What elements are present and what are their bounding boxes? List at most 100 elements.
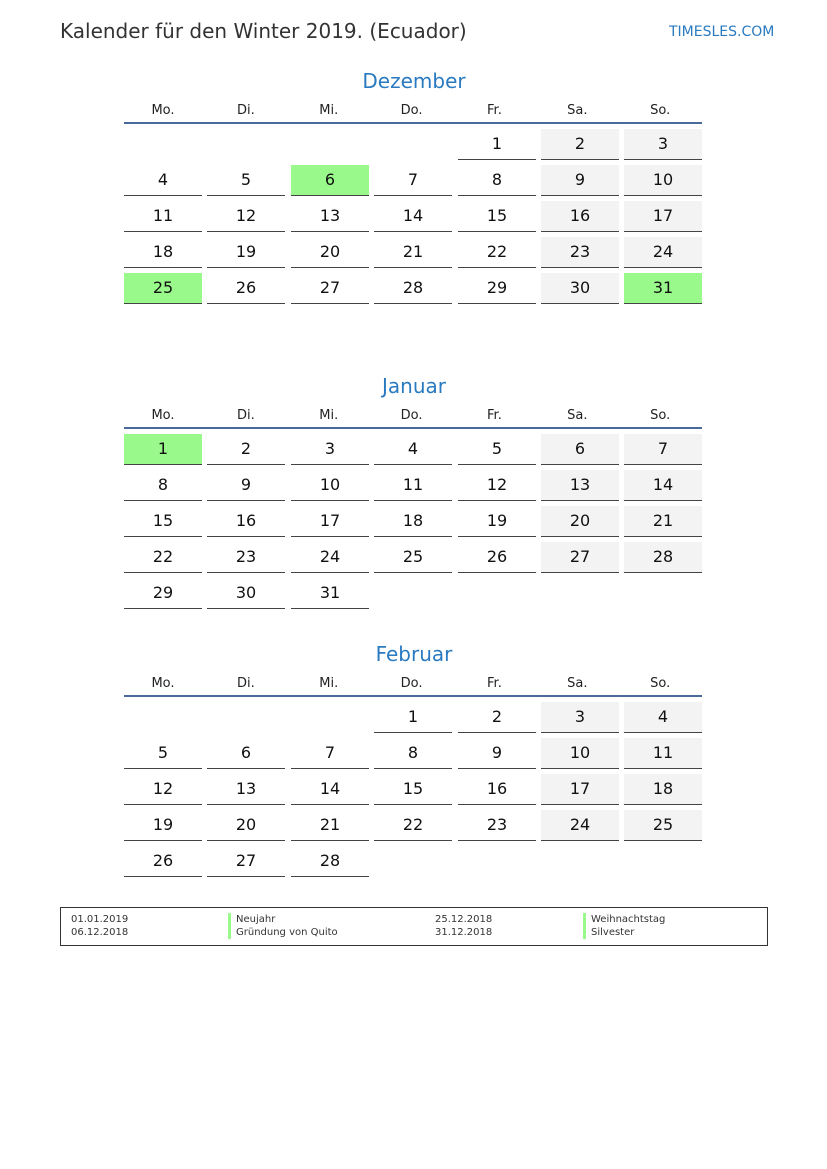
day-cell[interactable]: 4 [374, 434, 452, 465]
day-cell[interactable]: 5 [207, 165, 285, 196]
day-cell[interactable]: 16 [207, 506, 285, 537]
header-divider [124, 122, 702, 124]
day-cell[interactable]: 8 [374, 738, 452, 769]
day-cell[interactable]: 24 [541, 810, 619, 841]
day-cell[interactable]: 25 [124, 273, 202, 304]
day-cell[interactable]: 9 [207, 470, 285, 501]
month-januar: Januar Mo. Di. Mi. Do. Fr. Sa. So. 1 2 3 4 5 6 7 8 9 10 11… [124, 372, 704, 614]
day-cell[interactable]: 19 [207, 237, 285, 268]
day-cell[interactable]: 26 [458, 542, 536, 573]
day-cell[interactable]: 30 [541, 273, 619, 304]
brand-link[interactable]: TIMESLES.COM [669, 24, 775, 40]
day-cell[interactable]: 22 [124, 542, 202, 573]
day-cell[interactable]: 11 [624, 738, 702, 769]
day-cell[interactable]: 2 [207, 434, 285, 465]
day-cell[interactable]: 15 [374, 774, 452, 805]
day-cell[interactable]: 1 [458, 129, 536, 160]
day-cell[interactable]: 29 [124, 578, 202, 609]
day-cell[interactable]: 28 [624, 542, 702, 573]
day-cell[interactable]: 6 [291, 165, 369, 196]
day-cell[interactable]: 28 [291, 846, 369, 877]
day-cell[interactable]: 19 [124, 810, 202, 841]
day-cell[interactable]: 9 [458, 738, 536, 769]
day-cell[interactable]: 28 [374, 273, 452, 304]
weekday-label: Fr. [487, 103, 502, 118]
day-cell[interactable]: 5 [458, 434, 536, 465]
day-cell[interactable]: 6 [541, 434, 619, 465]
day-cell[interactable]: 3 [624, 129, 702, 160]
day-cell[interactable]: 5 [124, 738, 202, 769]
day-cell[interactable]: 23 [458, 810, 536, 841]
day-cell[interactable]: 11 [374, 470, 452, 501]
day-cell[interactable]: 26 [124, 846, 202, 877]
day-cell[interactable]: 30 [207, 578, 285, 609]
day-cell[interactable]: 13 [207, 774, 285, 805]
day-cell[interactable]: 12 [124, 774, 202, 805]
day-cell[interactable]: 19 [458, 506, 536, 537]
day-cell[interactable]: 4 [624, 702, 702, 733]
day-cell[interactable]: 4 [124, 165, 202, 196]
day-cell[interactable]: 11 [124, 201, 202, 232]
day-cell[interactable]: 22 [374, 810, 452, 841]
day-cell[interactable]: 31 [624, 273, 702, 304]
day-cell[interactable]: 22 [458, 237, 536, 268]
day-cell[interactable]: 14 [374, 201, 452, 232]
day-cell[interactable]: 13 [541, 470, 619, 501]
day-cell[interactable]: 7 [291, 738, 369, 769]
day-cell[interactable]: 1 [374, 702, 452, 733]
day-cell[interactable]: 14 [624, 470, 702, 501]
day-cell[interactable]: 16 [458, 774, 536, 805]
day-cell[interactable]: 20 [291, 237, 369, 268]
day-cell[interactable]: 10 [291, 470, 369, 501]
weekday-header: Mo. Di. Mi. Do. Fr. Sa. So. [124, 408, 704, 427]
day-cell[interactable]: 25 [624, 810, 702, 841]
day-cell[interactable]: 17 [291, 506, 369, 537]
day-cell[interactable]: 1 [124, 434, 202, 465]
day-cell[interactable]: 23 [541, 237, 619, 268]
day-cell[interactable]: 21 [291, 810, 369, 841]
day-cell[interactable]: 8 [458, 165, 536, 196]
day-cell[interactable]: 21 [624, 506, 702, 537]
day-cell[interactable]: 7 [374, 165, 452, 196]
day-cell[interactable]: 6 [207, 738, 285, 769]
day-cell[interactable]: 24 [291, 542, 369, 573]
day-cell[interactable]: 26 [207, 273, 285, 304]
weekday-label: Di. [236, 103, 255, 118]
day-cell[interactable]: 18 [124, 237, 202, 268]
day-cell[interactable]: 2 [541, 129, 619, 160]
day-cell[interactable]: 20 [541, 506, 619, 537]
day-cell[interactable]: 12 [458, 470, 536, 501]
day-cell[interactable]: 18 [624, 774, 702, 805]
day-cell[interactable]: 25 [374, 542, 452, 573]
day-cell[interactable]: 10 [541, 738, 619, 769]
day-cell[interactable]: 17 [624, 201, 702, 232]
day-cell[interactable]: 18 [374, 506, 452, 537]
week-row: 19 20 21 22 23 24 25 [124, 810, 704, 846]
weekday-label: So. [650, 103, 671, 118]
day-cell[interactable]: 8 [124, 470, 202, 501]
day-cell[interactable]: 21 [374, 237, 452, 268]
day-cell[interactable]: 9 [541, 165, 619, 196]
day-cell[interactable]: 3 [291, 434, 369, 465]
day-cell[interactable]: 31 [291, 578, 369, 609]
day-cell[interactable]: 13 [291, 201, 369, 232]
day-cell[interactable]: 10 [624, 165, 702, 196]
day-cell[interactable]: 17 [541, 774, 619, 805]
day-cell[interactable]: 16 [541, 201, 619, 232]
day-cell[interactable]: 2 [458, 702, 536, 733]
day-cell[interactable]: 15 [124, 506, 202, 537]
day-cell[interactable]: 27 [291, 273, 369, 304]
day-cell[interactable]: 29 [458, 273, 536, 304]
weekday-label: Fr. [487, 676, 502, 691]
day-cell[interactable]: 24 [624, 237, 702, 268]
day-cell[interactable]: 14 [291, 774, 369, 805]
day-cell[interactable]: 20 [207, 810, 285, 841]
day-cell[interactable]: 15 [458, 201, 536, 232]
day-cell[interactable]: 23 [207, 542, 285, 573]
day-cell[interactable]: 7 [624, 434, 702, 465]
day-cell[interactable]: 27 [207, 846, 285, 877]
weekday-label: Mo. [151, 408, 175, 423]
day-cell[interactable]: 3 [541, 702, 619, 733]
day-cell[interactable]: 12 [207, 201, 285, 232]
day-cell[interactable]: 27 [541, 542, 619, 573]
